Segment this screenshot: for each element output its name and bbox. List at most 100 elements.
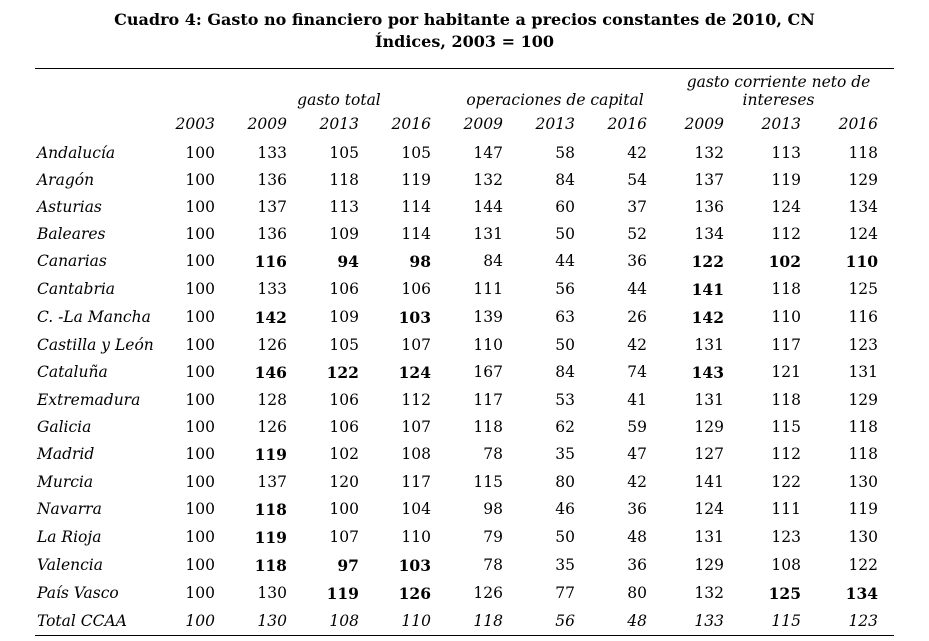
year-header-empty — [35, 110, 165, 140]
value-cell: 36 — [627, 556, 647, 575]
value-cell: 132 — [694, 584, 724, 603]
table-body: Andalucía 100 133 105 105 147 58 42 132 113 118 Ara… — [35, 140, 894, 636]
value-cell: 142 — [254, 307, 287, 327]
value-cell: 46 — [555, 500, 575, 519]
value-cell: 103 — [398, 307, 431, 327]
value-cell: 112 — [771, 224, 801, 243]
value-cell: 114 — [401, 197, 431, 216]
table-row: Cataluña 100 146 122 124 167 84 74 143 121 131 — [35, 359, 894, 387]
table-row: Total CCAA 100 130 108 110 118 56 48 133 115 123 — [35, 608, 894, 636]
value-cell: 80 — [555, 472, 575, 491]
value-cell: 136 — [694, 197, 724, 216]
group-header-empty — [35, 69, 231, 110]
table-caption: Cuadro 4: Gasto no financiero por habita… — [0, 9, 929, 52]
table-row: Madrid 100 119 102 108 78 35 47 127 112 118 — [35, 441, 894, 469]
value-cell: 100 — [185, 252, 215, 271]
value-cell: 139 — [473, 308, 503, 327]
value-cell: 110 — [771, 308, 801, 327]
value-cell: 108 — [401, 445, 431, 464]
region-name: Valencia — [36, 556, 103, 575]
value-cell: 122 — [691, 251, 724, 271]
table-row: Extremadura 100 128 106 112 117 53 41 131 118 129 — [35, 387, 894, 414]
value-cell: 100 — [185, 170, 215, 189]
value-cell: 84 — [555, 170, 575, 189]
value-cell: 114 — [401, 224, 431, 243]
value-cell: 110 — [473, 335, 503, 354]
value-cell: 42 — [627, 335, 647, 354]
value-cell: 105 — [329, 143, 359, 162]
value-cell: 100 — [185, 445, 215, 464]
value-cell: 78 — [483, 556, 503, 575]
value-cell: 77 — [555, 584, 575, 603]
value-cell: 107 — [401, 335, 431, 354]
table-row: Andalucía 100 133 105 105 147 58 42 132 113 118 — [35, 140, 894, 167]
value-cell: 119 — [401, 170, 431, 189]
region-name: Castilla y León — [36, 335, 154, 354]
value-cell: 133 — [257, 280, 287, 299]
value-cell: 167 — [473, 363, 503, 382]
value-cell: 131 — [473, 224, 503, 243]
value-cell: 100 — [185, 528, 215, 547]
value-cell: 124 — [694, 500, 724, 519]
value-cell: 110 — [401, 611, 431, 630]
value-cell: 126 — [473, 584, 503, 603]
table-row: Murcia 100 137 120 117 115 80 42 141 122 130 — [35, 469, 894, 496]
value-cell: 100 — [185, 584, 215, 603]
value-cell: 100 — [185, 335, 215, 354]
value-cell: 100 — [185, 472, 215, 491]
value-cell: 134 — [694, 224, 724, 243]
value-cell: 48 — [627, 528, 647, 547]
region-name: Cantabria — [36, 280, 116, 299]
value-cell: 100 — [185, 224, 215, 243]
year-header: 2013 — [535, 114, 575, 133]
value-cell: 100 — [185, 143, 215, 162]
region-name: Navarra — [36, 500, 102, 519]
year-header-row: 2003 2009 2013 2016 2009 2013 2016 2009 2013 2016 — [35, 110, 894, 140]
value-cell: 134 — [845, 583, 879, 603]
value-cell: 103 — [398, 555, 431, 575]
year-header: 2013 — [319, 114, 359, 133]
value-cell: 60 — [555, 197, 575, 216]
table-header: gasto total operaciones de capital gasto c… — [35, 69, 894, 140]
value-cell: 126 — [398, 583, 431, 603]
table-row: Baleares 100 136 109 114 131 50 52 134 112 124 — [35, 221, 894, 248]
value-cell: 36 — [627, 500, 647, 519]
value-cell: 141 — [691, 279, 724, 299]
table-row: Galicia 100 126 106 107 118 62 59 129 115 118 — [35, 414, 894, 441]
value-cell: 109 — [329, 308, 359, 327]
value-cell: 118 — [848, 143, 879, 162]
value-cell: 112 — [771, 445, 801, 464]
value-cell: 106 — [329, 390, 359, 409]
value-cell: 111 — [473, 280, 503, 299]
value-cell: 59 — [627, 417, 647, 436]
value-cell: 130 — [848, 472, 879, 491]
table-row: La Rioja 100 119 107 110 79 50 48 131 123 130 — [35, 524, 894, 552]
year-header: 2009 — [684, 114, 724, 133]
value-cell: 48 — [627, 611, 647, 630]
value-cell: 147 — [473, 143, 503, 162]
value-cell: 136 — [257, 170, 287, 189]
table-row: Navarra 100 118 100 104 98 46 36 124 111 119 — [35, 496, 894, 524]
value-cell: 79 — [483, 528, 503, 547]
value-cell: 124 — [848, 224, 879, 243]
table-row: Asturias 100 137 113 114 144 60 37 136 124 134 — [35, 194, 894, 221]
value-cell: 102 — [768, 251, 801, 271]
value-cell: 62 — [555, 417, 575, 436]
value-cell: 50 — [555, 528, 575, 547]
value-cell: 118 — [771, 280, 801, 299]
value-cell: 119 — [848, 500, 879, 519]
value-cell: 74 — [627, 363, 647, 382]
value-cell: 122 — [771, 472, 801, 491]
value-cell: 141 — [694, 472, 724, 491]
value-cell: 122 — [848, 556, 879, 575]
value-cell: 124 — [771, 197, 801, 216]
value-cell: 106 — [329, 280, 359, 299]
value-cell: 100 — [185, 197, 215, 216]
value-cell: 44 — [555, 252, 575, 271]
value-cell: 118 — [473, 611, 503, 630]
value-cell: 126 — [257, 417, 287, 436]
value-cell: 106 — [329, 417, 359, 436]
value-cell: 37 — [627, 197, 647, 216]
value-cell: 133 — [257, 143, 287, 162]
value-cell: 131 — [694, 528, 724, 547]
